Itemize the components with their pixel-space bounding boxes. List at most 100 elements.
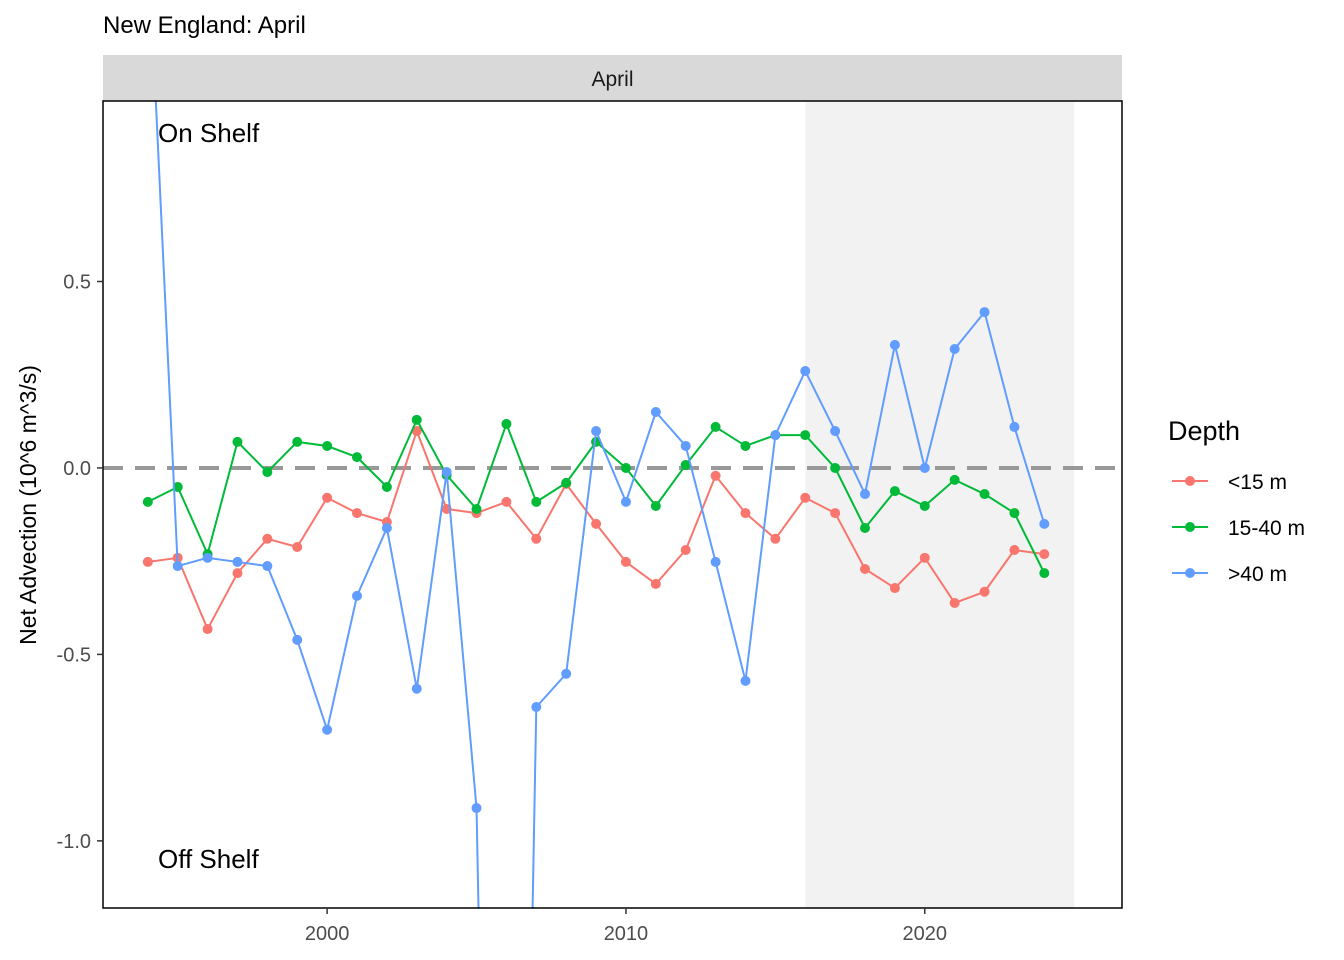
data-point xyxy=(322,724,333,735)
series-segment xyxy=(1013,548,1046,556)
data-point xyxy=(860,522,871,533)
data-point xyxy=(1039,568,1050,579)
data-point xyxy=(710,421,721,432)
y-tick-label: 0.0 xyxy=(63,458,91,480)
series-segment xyxy=(154,100,179,568)
series-segment xyxy=(266,537,299,549)
data-point xyxy=(501,496,512,507)
data-point xyxy=(740,675,751,686)
series-segment xyxy=(296,496,329,549)
panel-border xyxy=(102,100,1123,909)
series-segment xyxy=(565,482,598,525)
series-segment xyxy=(356,456,388,488)
legend-key-point xyxy=(1185,522,1195,532)
annotation-off-shelf: Off Shelf xyxy=(158,844,259,874)
data-point xyxy=(650,500,661,511)
series-segment xyxy=(864,490,896,529)
data-point xyxy=(381,522,392,533)
series-segment xyxy=(923,478,956,507)
data-point xyxy=(172,481,183,492)
series-segment xyxy=(535,481,568,503)
series-line-2 xyxy=(154,100,1046,909)
data-point xyxy=(411,414,422,425)
data-point xyxy=(919,462,930,473)
x-tick-label: 2000 xyxy=(305,923,350,945)
series-segment xyxy=(714,560,747,682)
series-segment xyxy=(266,565,299,641)
data-point xyxy=(770,533,781,544)
series-segment xyxy=(445,474,478,510)
series-segment xyxy=(565,440,598,484)
series-segment xyxy=(1013,512,1046,575)
series-segment xyxy=(624,466,657,507)
data-point xyxy=(471,803,482,814)
data-point xyxy=(232,436,243,447)
data-point xyxy=(292,436,303,447)
series-segment xyxy=(595,430,627,503)
data-point xyxy=(381,481,392,492)
series-segment xyxy=(505,422,538,503)
y-tick-label: -0.5 xyxy=(57,644,91,666)
x-tick-label: 2020 xyxy=(903,923,948,945)
data-point xyxy=(949,474,960,485)
data-point xyxy=(262,561,273,572)
series-segment xyxy=(864,568,896,590)
series-segment xyxy=(206,572,239,631)
data-point xyxy=(142,556,153,567)
data-point xyxy=(919,552,930,563)
data-point xyxy=(710,556,721,567)
series-segment xyxy=(714,474,747,515)
axes: 2000 2010 2020 -1.0 -0.5 0.0 0.5 xyxy=(57,271,947,945)
series-segment xyxy=(864,343,896,496)
data-point xyxy=(561,477,572,488)
data-point xyxy=(650,578,661,589)
data-point xyxy=(1009,544,1020,555)
series-segment xyxy=(684,444,717,563)
series-segment xyxy=(356,512,388,524)
data-point xyxy=(591,426,602,437)
series-segment xyxy=(834,512,867,571)
data-point xyxy=(202,624,213,635)
series-segment xyxy=(415,430,448,510)
data-point xyxy=(620,462,631,473)
series-segment xyxy=(774,369,807,437)
series-segment xyxy=(804,434,837,469)
facet-strip xyxy=(103,55,1122,101)
series-line-0 xyxy=(146,430,1046,631)
data-point xyxy=(889,486,900,497)
data-point xyxy=(740,508,751,519)
series-segment xyxy=(385,526,418,690)
series-segment xyxy=(804,496,837,515)
series-segment xyxy=(385,418,418,488)
series-segment xyxy=(744,434,777,447)
data-point xyxy=(232,568,243,579)
data-point xyxy=(620,556,631,567)
data-point xyxy=(352,452,363,463)
data-point xyxy=(949,343,960,354)
series-segment xyxy=(953,590,986,604)
series-segment xyxy=(983,548,1016,593)
series-segment xyxy=(296,440,329,447)
series-segment xyxy=(206,556,239,563)
data-point xyxy=(411,426,422,437)
data-point xyxy=(352,590,363,601)
data-point xyxy=(232,556,243,567)
series-segment xyxy=(684,474,717,551)
y-axis-label: Net Advection (10^6 m^3/s) xyxy=(15,365,41,645)
plot-panel xyxy=(103,100,1122,909)
series-segment xyxy=(654,411,687,447)
series-segment xyxy=(236,560,269,568)
series-segment xyxy=(176,556,209,568)
series-segment xyxy=(326,444,359,459)
series-segment xyxy=(714,425,747,447)
series-segment xyxy=(923,347,956,469)
legend-title: Depth xyxy=(1168,416,1240,446)
series-segment xyxy=(445,471,478,810)
series-segment xyxy=(475,807,480,909)
data-point xyxy=(889,583,900,594)
data-point xyxy=(142,496,153,507)
series-segment xyxy=(624,560,657,585)
series-segment xyxy=(953,311,986,350)
data-point xyxy=(800,365,811,376)
